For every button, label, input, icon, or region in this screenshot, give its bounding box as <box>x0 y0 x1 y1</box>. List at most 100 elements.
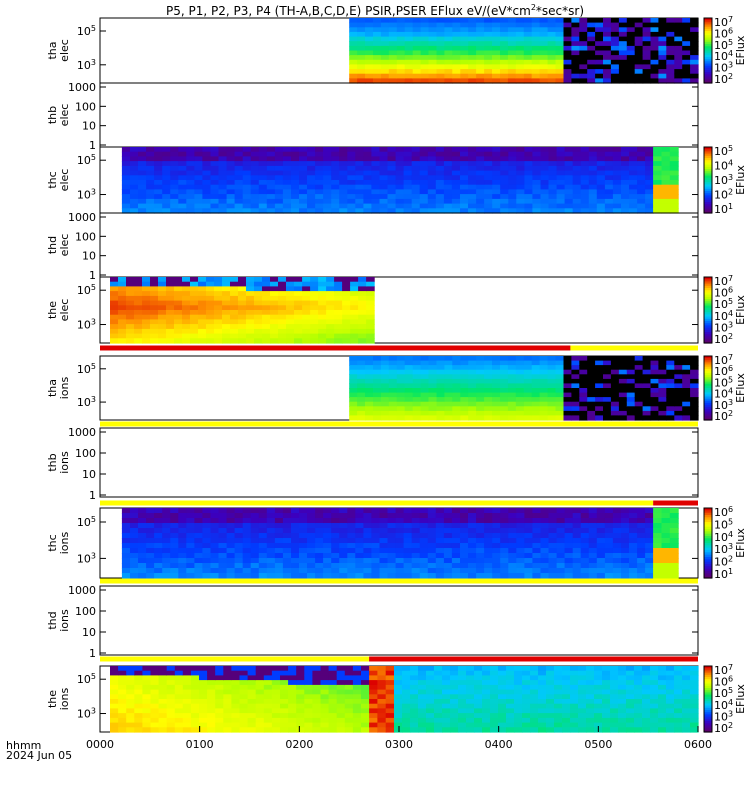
spectrogram-cell <box>230 281 239 287</box>
spectrogram-cell <box>629 533 638 539</box>
spectrogram-cell <box>198 310 207 316</box>
spectrogram-cell <box>492 523 501 529</box>
spectrogram-cell <box>653 203 662 209</box>
spectrogram-cell <box>650 666 659 672</box>
spectrogram-cell <box>603 383 612 389</box>
spectrogram-cell <box>266 533 276 539</box>
spectrogram-cell <box>658 675 667 681</box>
spectrogram-cell <box>634 18 644 24</box>
spectrogram-cell <box>468 31 477 38</box>
spectrogram-cell <box>352 666 362 672</box>
spectrogram-cell <box>121 184 131 190</box>
spectrogram-cell <box>194 198 203 205</box>
spectrogram-cell <box>612 184 622 190</box>
spectrogram-cell <box>331 528 340 534</box>
spectrogram-cell <box>387 533 397 539</box>
spectrogram-cell <box>291 528 300 534</box>
spectrogram-cell <box>690 369 699 375</box>
spectrogram-cell <box>411 508 421 514</box>
y-tick-label: 100 <box>75 605 96 618</box>
spectrogram-cell <box>242 548 252 554</box>
spectrogram-cell <box>524 558 533 564</box>
spectrogram-cell <box>653 533 662 539</box>
spectrogram-cell <box>562 713 571 719</box>
spectrogram-cell <box>443 543 453 549</box>
spectrogram-cell <box>653 568 662 574</box>
spectrogram-cell <box>506 699 515 705</box>
spectrogram-cell <box>320 670 330 676</box>
spectrogram-cell <box>350 295 359 302</box>
spectrogram-cell <box>579 406 588 412</box>
spectrogram-cell <box>637 533 646 539</box>
spectrogram-cell <box>621 513 630 519</box>
spectrogram-cell <box>118 708 127 714</box>
spectrogram-cell <box>170 170 179 176</box>
spectrogram-cell <box>190 319 199 325</box>
spectrogram-cell <box>291 533 300 539</box>
spectrogram-cell <box>182 689 192 695</box>
spectrogram-cell <box>274 553 284 559</box>
spectrogram-cell <box>326 286 335 292</box>
spectrogram-cell <box>637 528 646 534</box>
spectrogram-cell <box>194 543 203 549</box>
spectrogram-cell <box>130 563 139 569</box>
spectrogram-cell <box>246 286 255 292</box>
spectrogram-cell <box>365 45 374 52</box>
spectrogram-cell <box>170 553 179 559</box>
spectrogram-cell <box>262 333 271 339</box>
spectrogram-cell <box>484 397 493 403</box>
spectrogram-cell <box>355 194 364 200</box>
colorbar-cell <box>704 67 712 71</box>
spectrogram-cell <box>250 170 260 176</box>
spectrogram-cell <box>562 727 571 733</box>
spectrogram-cell <box>682 684 691 691</box>
spectrogram-cell <box>403 151 413 157</box>
spectrogram-cell <box>563 360 572 366</box>
spectrogram-cell <box>508 518 517 524</box>
spectrogram-cell <box>594 699 603 705</box>
spectrogram-cell <box>492 203 501 209</box>
spectrogram-cell <box>514 699 523 705</box>
spectrogram-cell <box>404 415 414 421</box>
spectrogram-cell <box>206 310 215 316</box>
spectrogram-cell <box>546 717 555 724</box>
spectrogram-cell <box>538 699 547 705</box>
spectrogram-cell <box>282 170 292 176</box>
spectrogram-cell <box>642 55 652 61</box>
spectrogram-cell <box>666 666 675 672</box>
spectrogram-cell <box>563 378 572 385</box>
spectrogram-cell <box>394 694 403 700</box>
spectrogram-cell <box>570 708 579 714</box>
spectrogram-cell <box>366 328 375 335</box>
spectrogram-cell <box>476 558 485 564</box>
spectrogram-cell <box>358 314 367 320</box>
spectrogram-cell <box>270 305 279 311</box>
spectrogram-cell <box>587 392 596 398</box>
spectrogram-cell <box>110 324 119 330</box>
spectrogram-cell <box>355 518 364 524</box>
spectrogram-cell <box>190 314 199 320</box>
y-tick-label: 10 <box>82 468 96 481</box>
spectrogram-cell <box>363 208 372 214</box>
spectrogram-cell <box>263 713 273 719</box>
spectrogram-cell <box>658 78 667 84</box>
spectrogram-cell <box>669 194 679 200</box>
spectrogram-cell <box>365 64 374 70</box>
spectrogram-cell <box>626 369 636 375</box>
spectrogram-cell <box>637 151 646 157</box>
spectrogram-cell <box>612 563 622 569</box>
spectrogram-cell <box>294 305 303 311</box>
spectrogram-cell <box>516 198 525 205</box>
spectrogram-cell <box>254 277 263 283</box>
spectrogram-cell <box>492 161 501 167</box>
spectrogram-cell <box>523 27 533 33</box>
panel-label: tha ions <box>46 376 71 399</box>
spectrogram-cell <box>403 513 413 519</box>
spectrogram-cell <box>572 175 582 181</box>
spectrogram-cell <box>666 406 675 412</box>
spectrogram-cell <box>443 203 453 209</box>
spectrogram-cell <box>282 184 292 190</box>
spectrogram-cell <box>387 573 397 579</box>
spectrogram-cell <box>234 558 244 564</box>
spectrogram-cell <box>556 573 566 579</box>
